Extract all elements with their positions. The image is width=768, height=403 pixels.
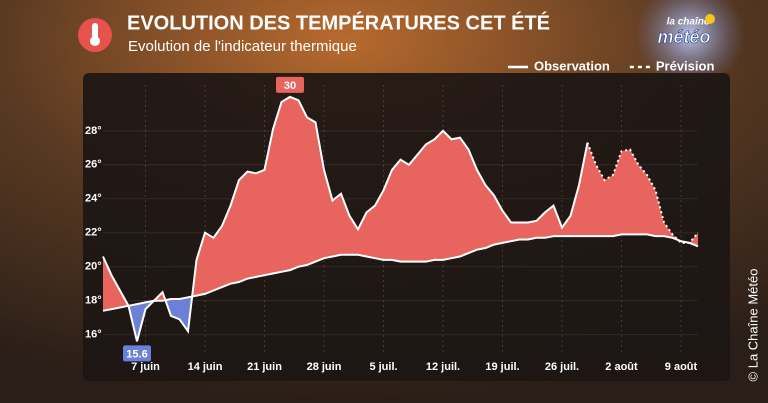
- normal-line: [102, 233, 699, 312]
- value-label-box: [123, 345, 151, 362]
- y-tick-label: 26°: [85, 159, 102, 171]
- y-tick-label: 24°: [85, 193, 102, 205]
- logo-line1: la chaîne: [667, 17, 710, 28]
- x-tick-label: 12 juil.: [426, 361, 460, 373]
- y-tick-label: 22°: [85, 227, 102, 239]
- chart-subtitle: Evolution de l'indicateur thermique: [128, 38, 357, 55]
- y-tick-label: 20°: [85, 261, 102, 273]
- legend-label: Prévision: [656, 58, 715, 73]
- logo-glow: [635, 0, 745, 90]
- x-tick-label: 19 juil.: [485, 361, 519, 373]
- x-tick-label: 5 juil.: [369, 361, 397, 373]
- value-label: 30: [284, 80, 296, 92]
- logo-sun: [705, 14, 715, 24]
- value-label-box: [276, 76, 304, 93]
- credit: © La Chaîne Météo: [745, 269, 760, 382]
- x-tick-label: 14 juin: [188, 361, 223, 373]
- x-tick-label: 26 juil.: [545, 361, 579, 373]
- value-label: 15.6: [126, 348, 147, 360]
- series-line: [102, 95, 589, 342]
- y-tick-label: 16°: [85, 329, 102, 341]
- y-tick-label: 18°: [85, 295, 102, 307]
- x-tick-label: 9 août: [665, 361, 698, 373]
- x-tick-label: 2 août: [605, 361, 638, 373]
- chart-title: EVOLUTION DES TEMPÉRATURES CET ÉTÉ: [127, 11, 550, 34]
- logo-line2: météo: [657, 27, 710, 47]
- y-tick-label: 28°: [85, 125, 102, 137]
- anomaly-above: [103, 96, 698, 311]
- legend-label: Observation: [534, 58, 610, 73]
- x-tick-label: 7 juin: [131, 361, 160, 373]
- thermometer-icon: [78, 18, 112, 52]
- x-tick-label: 21 juin: [247, 361, 282, 373]
- x-tick-label: 28 juin: [307, 361, 342, 373]
